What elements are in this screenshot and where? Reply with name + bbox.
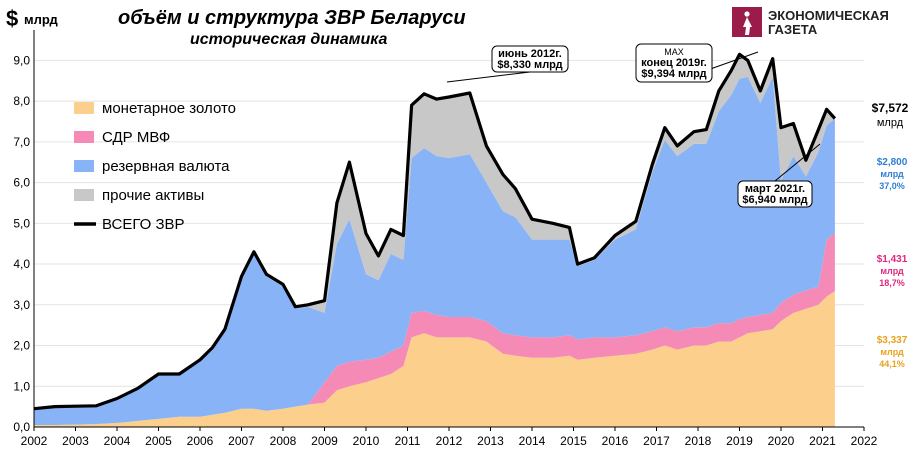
legend-swatch [74, 160, 94, 172]
x-tick-label: 2012 [436, 434, 463, 448]
x-tick-label: 2022 [851, 434, 878, 448]
y-tick-label: 3,0 [13, 298, 30, 312]
end-label-text: 44,1% [879, 359, 905, 369]
x-tick-label: 2010 [353, 434, 380, 448]
x-tick-label: 2003 [62, 434, 89, 448]
end-label-text: $3,337 [877, 335, 908, 346]
end-label-text: 37,0% [879, 181, 905, 191]
legend-swatch [74, 131, 94, 143]
x-tick-label: 2021 [809, 434, 836, 448]
end-label-text: $7,572 [872, 101, 909, 115]
x-tick-label: 2019 [726, 434, 753, 448]
legend-swatch [74, 189, 94, 201]
axes: 0,0 1,0 2,0 3,0 4,0 5,0 6,0 7,0 8,0 9,0 2002 2003 20… [13, 30, 878, 448]
annotation-leader [774, 143, 821, 182]
area-монетарное-золото [34, 291, 835, 427]
brand-line1: ЭКОНОМИЧЕСКАЯ [768, 8, 889, 23]
legend: монетарное золото СДР МВФ резервная валюта… [74, 100, 236, 233]
unit-symbol: $ [6, 6, 18, 31]
end-label-text: $2,800 [877, 157, 908, 168]
x-tick-label: 2014 [519, 434, 546, 448]
x-tick-label: 2008 [270, 434, 297, 448]
end-label-text: млрд [880, 266, 904, 276]
x-tick-label: 2007 [228, 434, 255, 448]
annotation-text: июнь 2012г. [498, 48, 562, 60]
legend-label: монетарное золото [102, 100, 236, 117]
legend-swatch [74, 102, 94, 114]
y-tick-label: 2,0 [13, 339, 30, 353]
x-tick-label: 2005 [145, 434, 172, 448]
annotation-text: март 2021г. [745, 183, 805, 195]
annotation-box [737, 180, 813, 208]
area-резервная-валюта [34, 76, 835, 425]
x-tick-label: 2013 [477, 434, 504, 448]
x-tick-label: 2002 [21, 434, 48, 448]
x-tick-label: 2020 [768, 434, 795, 448]
end-label-text: 18,7% [879, 278, 905, 288]
y-tick-label: 0,0 [13, 420, 30, 434]
end-label-text: $1,431 [877, 254, 908, 265]
legend-label: резервная валюта [102, 158, 230, 175]
legend-label: ВСЕГО ЗВР [102, 216, 185, 233]
brand-logo: ЭКОНОМИЧЕСКАЯ ГАЗЕТА [732, 7, 889, 37]
y-tick-label: 9,0 [13, 53, 30, 67]
stacked-areas [34, 54, 835, 427]
x-tick-label: 2011 [395, 434, 421, 448]
chart-subtitle: историческая динамика [190, 31, 388, 48]
y-tick-label: 6,0 [13, 176, 30, 190]
end-labels: $7,572млрд$2,800млрд37,0%$1,431млрд18,7%… [872, 101, 909, 369]
total-line-layer [33, 52, 837, 411]
x-tick-label: 2004 [104, 434, 131, 448]
annotation-text: конец 2019г. [641, 57, 707, 69]
area-прочие-активы [34, 54, 835, 409]
y-tick-label: 4,0 [13, 257, 30, 271]
end-label-text: млрд [880, 347, 904, 357]
unit-label: млрд [24, 12, 58, 27]
end-label-text: млрд [880, 169, 904, 179]
annotation-text: $6,940 млрд [742, 194, 807, 206]
end-label-text: млрд [877, 117, 904, 129]
x-tick-label: 2009 [311, 434, 338, 448]
y-tick-label: 5,0 [13, 216, 30, 230]
area-СДР-МВФ [34, 232, 835, 425]
annotation-text: MAX [664, 47, 684, 57]
annotation-text: $8,330 млрд [497, 59, 562, 71]
x-tick-label: 2017 [643, 434, 670, 448]
legend-label: СДР МВФ [102, 129, 170, 146]
y-tick-label: 1,0 [13, 379, 30, 393]
x-tick-label: 2006 [187, 434, 214, 448]
x-tick-label: 2018 [685, 434, 712, 448]
annotation-text: $9,394 млрд [641, 68, 706, 80]
brand-line2: ГАЗЕТА [768, 22, 818, 37]
chart-title: объём и структура ЗВР Беларуси [118, 7, 466, 29]
x-tick-label: 2016 [602, 434, 629, 448]
x-tick-label: 2015 [560, 434, 587, 448]
y-tick-label: 8,0 [13, 94, 30, 108]
annotation-box [635, 43, 713, 83]
annotation-box [491, 45, 569, 73]
y-tick-label: 7,0 [13, 135, 30, 149]
annotation-leader [446, 71, 531, 83]
legend-label: прочие активы [102, 187, 204, 204]
line-total-reserves [33, 52, 837, 411]
